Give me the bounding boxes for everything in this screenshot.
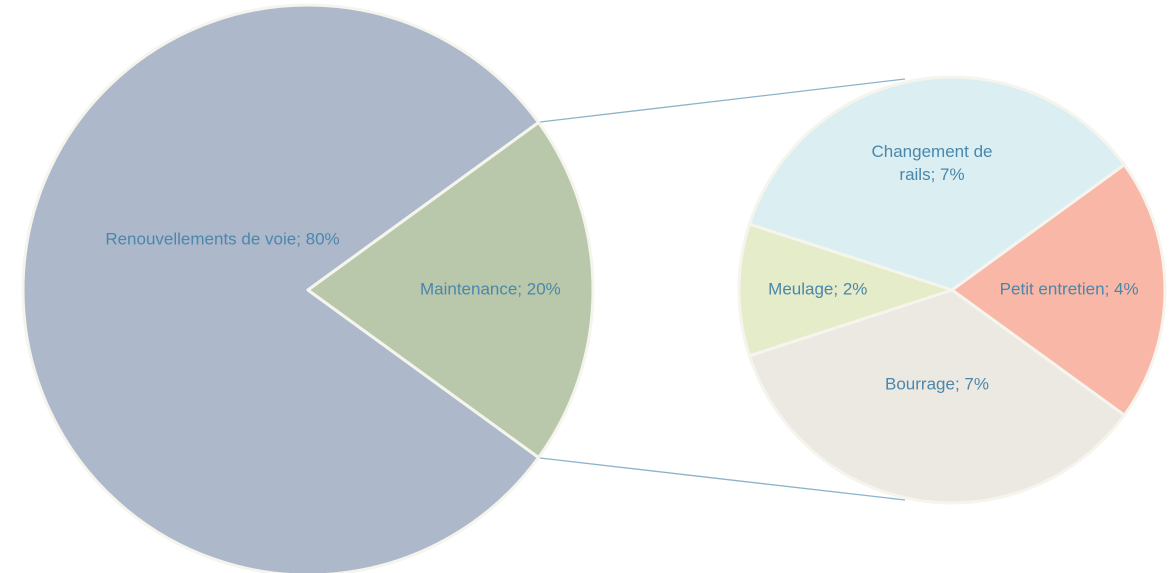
connector — [539, 457, 906, 501]
pie-slice — [747, 288, 1126, 505]
data-label: Petit entretien; 4% — [999, 279, 1139, 299]
data-label: Renouvellements de voie; 80% — [105, 229, 340, 249]
pie-slice — [747, 75, 1126, 292]
data-label: Changement de rails; 7% — [871, 141, 993, 184]
pie-slice — [737, 222, 954, 358]
data-label: Maintenance; 20% — [419, 279, 561, 299]
data-label: Meulage; 2% — [768, 279, 868, 299]
pie-slice — [306, 120, 595, 460]
data-label: Bourrage; 7% — [885, 374, 989, 394]
connector — [539, 78, 906, 123]
pie-slice — [21, 3, 541, 573]
pie-slice — [950, 163, 1167, 417]
